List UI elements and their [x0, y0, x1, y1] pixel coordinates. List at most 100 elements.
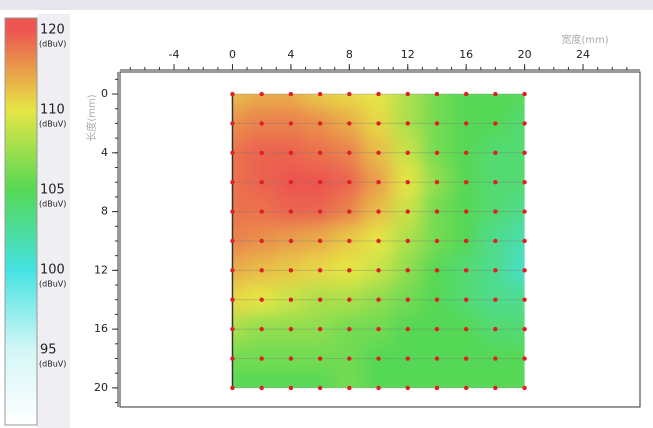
scan-point	[376, 209, 381, 214]
scan-point	[493, 179, 498, 185]
scan-point	[288, 121, 294, 126]
heat-cell	[232, 137, 249, 169]
heat-cell	[232, 107, 249, 140]
x-axis-label: 宽度(mm)	[561, 33, 608, 46]
heat-cell	[232, 342, 249, 375]
scan-point	[288, 179, 294, 185]
scan-point	[522, 326, 527, 332]
scan-point	[522, 268, 527, 273]
heat-cell	[232, 284, 249, 316]
heat-cell	[479, 94, 511, 110]
scan-point	[347, 356, 352, 361]
scan-point	[493, 268, 498, 273]
x-tick-label: 24	[576, 48, 590, 61]
scan-point	[463, 91, 469, 97]
heat-cell	[362, 94, 395, 110]
scan-point	[230, 326, 235, 332]
heat-cell	[509, 284, 525, 316]
colorbar-tick-label: 120	[40, 23, 65, 38]
scan-point	[376, 385, 381, 391]
scan-point	[317, 326, 323, 332]
scan-point	[522, 297, 527, 302]
scan-point	[317, 150, 323, 156]
y-axis-label: 长度(mm)	[85, 94, 98, 141]
x-tick-label: 20	[518, 48, 532, 61]
heat-cell	[509, 195, 525, 228]
scan-point	[376, 91, 381, 97]
scan-point	[259, 297, 264, 302]
heat-cell	[509, 166, 525, 198]
scan-point	[259, 268, 264, 273]
y-tick-label: 20	[94, 381, 108, 394]
scan-point	[463, 297, 469, 302]
colorbar-unit: (dBuV)	[39, 360, 66, 369]
scan-point	[434, 356, 440, 361]
scan-point	[317, 91, 323, 97]
heat-cell	[246, 372, 278, 388]
scan-point	[493, 326, 498, 332]
x-tick-label: 0	[229, 48, 236, 61]
scan-point	[347, 297, 352, 302]
top-bar	[0, 0, 653, 10]
scan-point	[288, 385, 294, 391]
scan-point	[463, 238, 469, 244]
scan-point	[288, 150, 294, 156]
x-tick-label: 8	[346, 48, 353, 61]
scan-point	[376, 238, 381, 244]
scan-point	[288, 91, 294, 97]
heat-cell	[421, 94, 453, 110]
scan-point	[463, 150, 469, 156]
heat-cell	[232, 195, 249, 228]
scan-point	[259, 121, 264, 126]
scan-point	[288, 356, 294, 361]
scan-point	[347, 326, 352, 332]
y-tick-label: 0	[101, 87, 108, 100]
scan-point	[288, 297, 294, 302]
scan-point	[405, 209, 410, 214]
scan-point	[259, 385, 264, 391]
scan-point	[317, 238, 323, 244]
scan-point	[230, 385, 235, 391]
scan-point	[317, 356, 323, 361]
scan-point	[493, 297, 498, 302]
scan-point	[347, 209, 352, 214]
side-panel	[37, 14, 70, 428]
scan-point	[463, 356, 469, 361]
heat-cell	[509, 342, 525, 375]
heat-cell	[509, 313, 525, 345]
heat-cell	[450, 94, 482, 110]
scan-point	[259, 91, 264, 97]
scan-point	[405, 385, 410, 391]
scan-point	[463, 179, 469, 185]
scan-point	[376, 356, 381, 361]
scan-point	[434, 297, 440, 302]
y-tick-label: 4	[101, 146, 108, 159]
scan-point	[376, 297, 381, 302]
heat-cell	[232, 166, 249, 198]
scan-point	[522, 238, 527, 244]
scan-point	[493, 385, 498, 391]
scan-point	[230, 356, 235, 361]
scan-point	[493, 238, 498, 244]
scan-point	[405, 91, 410, 97]
heat-cell	[246, 94, 278, 110]
scan-point	[259, 209, 264, 214]
scan-point	[347, 150, 352, 156]
scan-point	[347, 238, 352, 244]
scan-point	[376, 121, 381, 126]
y-tick-label: 8	[101, 205, 108, 218]
heat-cell	[333, 94, 365, 110]
scan-point	[493, 209, 498, 214]
scan-point	[463, 121, 469, 126]
colorbar	[4, 17, 38, 426]
scan-point	[230, 209, 235, 214]
scan-point	[434, 209, 440, 214]
colorbar-tick-label: 105	[40, 183, 65, 198]
scan-point	[230, 121, 235, 126]
scan-point	[288, 238, 294, 244]
heat-cell	[232, 254, 249, 287]
scan-point	[259, 179, 264, 185]
scan-point	[317, 385, 323, 391]
scan-point	[405, 356, 410, 361]
